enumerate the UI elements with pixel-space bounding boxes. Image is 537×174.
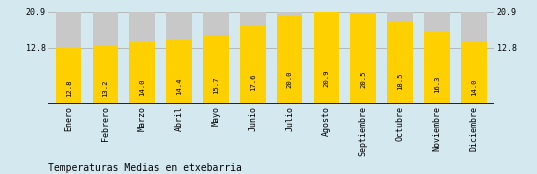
Bar [277,12,302,104]
Bar [387,12,413,104]
Text: 14.0: 14.0 [139,78,146,96]
Text: 20.5: 20.5 [360,70,366,88]
Bar [314,12,339,104]
Text: 20.0: 20.0 [287,71,293,88]
Text: 14.4: 14.4 [176,78,182,95]
Text: 20.9: 20.9 [323,70,329,87]
Bar [424,12,450,104]
Text: 18.5: 18.5 [397,73,403,90]
Text: 17.6: 17.6 [250,74,256,91]
Bar [166,12,192,104]
Bar [350,12,376,104]
Bar [424,32,450,104]
Bar [92,46,118,104]
Bar [277,16,302,104]
Text: 14.0: 14.0 [471,78,477,96]
Text: 15.7: 15.7 [213,76,219,94]
Text: 12.8: 12.8 [66,80,71,97]
Text: 13.2: 13.2 [103,79,108,97]
Bar [461,42,487,104]
Bar [203,12,229,104]
Bar [129,42,155,104]
Bar [129,12,155,104]
Bar [350,13,376,104]
Text: 16.3: 16.3 [434,75,440,93]
Text: Temperaturas Medias en etxebarria: Temperaturas Medias en etxebarria [48,163,242,173]
Bar [314,12,339,104]
Bar [56,12,82,104]
Bar [166,41,192,104]
Bar [203,35,229,104]
Bar [56,48,82,104]
Bar [240,12,266,104]
Bar [240,26,266,104]
Bar [92,12,118,104]
Bar [387,22,413,104]
Bar [461,12,487,104]
